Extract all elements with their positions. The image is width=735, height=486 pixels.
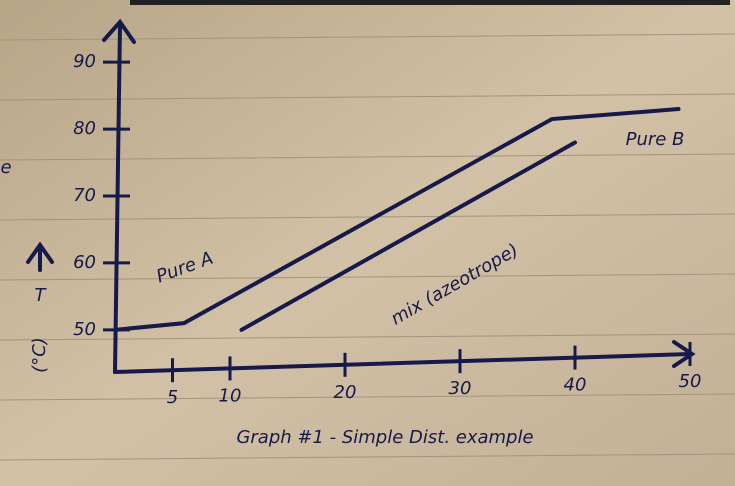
chart-title: Graph #1 - Simple Dist. example	[236, 427, 533, 448]
y-tick-label: 60	[73, 252, 96, 273]
y-tick-label: 80	[73, 118, 96, 139]
annotation: Pure B	[626, 129, 685, 150]
x-tick-label: 40	[564, 375, 587, 396]
x-tick-label: 10	[219, 385, 242, 406]
y-tick-label: 70	[73, 185, 96, 206]
top-edge	[130, 0, 730, 5]
x-tick-label: 30	[449, 378, 472, 399]
y-unit: (°C)	[29, 337, 50, 373]
x-tick-label: 5	[167, 387, 178, 408]
paper	[0, 0, 735, 486]
y-tick-label: 50	[73, 319, 96, 340]
x-tick-label: 20	[334, 382, 357, 403]
x-tick-label: 50	[679, 371, 702, 392]
chart: T (°C) Graph #1 - Simple Dist. example 5…	[0, 0, 735, 486]
page: T (°C) Graph #1 - Simple Dist. example 5…	[0, 0, 735, 486]
annotation: e	[0, 157, 11, 178]
y-tick-label: 90	[73, 51, 96, 72]
